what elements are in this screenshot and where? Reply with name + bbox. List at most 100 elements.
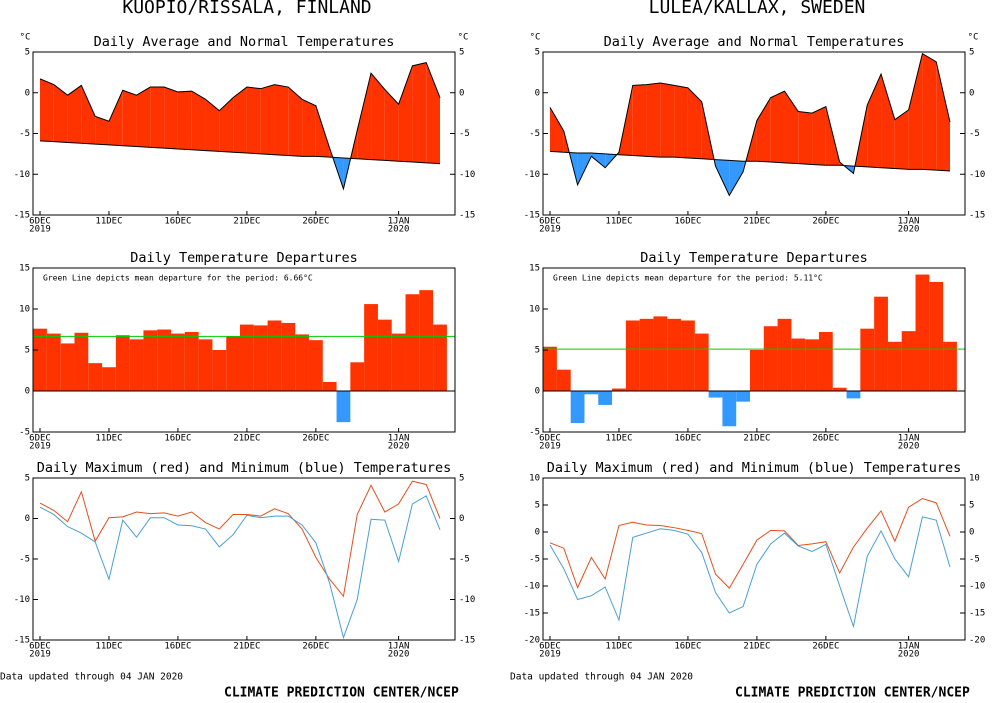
area-fill (784, 91, 799, 164)
area-fill (632, 84, 647, 157)
x-tick-label: 21DEC (233, 217, 260, 227)
y-tick-label: -5 (529, 428, 540, 438)
area-fill (936, 61, 950, 171)
area-fill (922, 53, 937, 171)
bar (570, 391, 585, 423)
x-tick-year: 2020 (388, 650, 410, 660)
credit: CLIMATE PREDICTION CENTER/NCEP (224, 686, 459, 701)
y-tick-label: 5 (25, 48, 30, 58)
x-tick-label: 16DEC (164, 217, 191, 227)
bar (115, 335, 130, 391)
y-tick-label: -10 (524, 582, 540, 592)
bar (212, 350, 227, 391)
area-fill (371, 73, 385, 161)
x-tick-label: 21DEC (233, 642, 260, 652)
y2-tick-label: 10 (969, 474, 980, 484)
x-tick-label: 1JAN (898, 642, 920, 652)
credit: CLIMATE PREDICTION CENTER/NCEP (735, 686, 970, 701)
bar (874, 296, 888, 391)
bar (364, 304, 378, 391)
bar (860, 328, 875, 391)
bar (832, 387, 847, 391)
area-fill (646, 82, 661, 158)
area-fill (687, 87, 702, 159)
area-fill (770, 91, 785, 163)
y2-tick-label: 0 (969, 528, 974, 538)
bar (667, 318, 682, 391)
bar (681, 320, 695, 391)
x-tick-year: 2019 (29, 650, 51, 660)
chart-title: Daily Maximum (red) and Minimum (blue) T… (37, 460, 452, 476)
bar (60, 343, 75, 391)
area-fill (95, 116, 109, 145)
data-line (39, 62, 441, 191)
y-tick-label: 10 (19, 305, 30, 315)
bar (129, 339, 144, 391)
bar (322, 381, 337, 391)
data-line (39, 140, 441, 165)
x-tick-year: 2019 (29, 442, 51, 452)
x-tick-label: 26DEC (302, 642, 329, 652)
data-line (549, 516, 951, 629)
area-fill (288, 87, 303, 157)
x-tick-year: 2019 (539, 650, 561, 660)
y2-tick-label: -10 (459, 595, 475, 605)
y-tick-label: -10 (14, 170, 30, 180)
station-title: LULEA/KALLAX, SWEDEN (649, 0, 866, 18)
x-tick-label: 21DEC (743, 642, 770, 652)
area-fill (426, 62, 440, 164)
x-tick-label: 26DEC (812, 217, 839, 227)
y2-tick-label: -15 (969, 211, 985, 221)
area-fill (384, 89, 399, 162)
y-tick-label: -5 (19, 555, 30, 565)
bar (653, 316, 668, 391)
bar (46, 333, 61, 391)
x-tick-label: 16DEC (164, 434, 191, 444)
y-tick-label: -15 (524, 211, 540, 221)
bar (350, 362, 365, 391)
x-tick-label: 26DEC (302, 217, 329, 227)
x-tick-label: 11DEC (605, 642, 632, 652)
area-fill (756, 97, 771, 163)
x-tick-label: 6DEC (29, 434, 51, 444)
bar (818, 331, 833, 391)
y-tick-label: 5 (535, 346, 540, 356)
y2-tick-label: -10 (459, 170, 475, 180)
x-tick-label: 11DEC (95, 434, 122, 444)
x-tick-year: 2020 (388, 442, 410, 452)
x-tick-label: 26DEC (302, 434, 329, 444)
bar (639, 318, 654, 391)
y-tick-label: -15 (14, 636, 30, 646)
area-fill (550, 107, 564, 153)
y-tick-label: 0 (25, 387, 30, 397)
bar (308, 340, 323, 391)
y-tick-label: 0 (535, 387, 540, 397)
chart-title: Daily Temperature Departures (130, 250, 358, 266)
area-fill (894, 109, 909, 170)
x-tick-label: 6DEC (29, 642, 51, 652)
x-tick-year: 2019 (29, 225, 51, 235)
y2-tick-label: -10 (969, 170, 985, 180)
x-tick-year: 2020 (898, 650, 920, 660)
x-tick-label: 11DEC (605, 434, 632, 444)
x-tick-label: 21DEC (233, 434, 260, 444)
bar (943, 341, 957, 391)
area-fill (136, 87, 151, 148)
y-tick-label: -20 (524, 636, 540, 646)
x-tick-label: 26DEC (812, 642, 839, 652)
x-tick-label: 1JAN (388, 434, 410, 444)
x-tick-label: 11DEC (95, 642, 122, 652)
y-tick-label: 5 (535, 501, 540, 511)
data-line (549, 497, 951, 589)
area-fill (53, 84, 68, 143)
y2-tick-label: -5 (969, 555, 980, 565)
x-tick-year: 2020 (898, 442, 920, 452)
bar (33, 328, 47, 391)
y-tick-label: 0 (25, 88, 30, 98)
area-fill (260, 84, 275, 155)
bar (419, 290, 434, 391)
bar (915, 274, 930, 391)
y-tick-label: -5 (529, 129, 540, 139)
bar (405, 294, 420, 391)
x-tick-label: 16DEC (674, 642, 701, 652)
